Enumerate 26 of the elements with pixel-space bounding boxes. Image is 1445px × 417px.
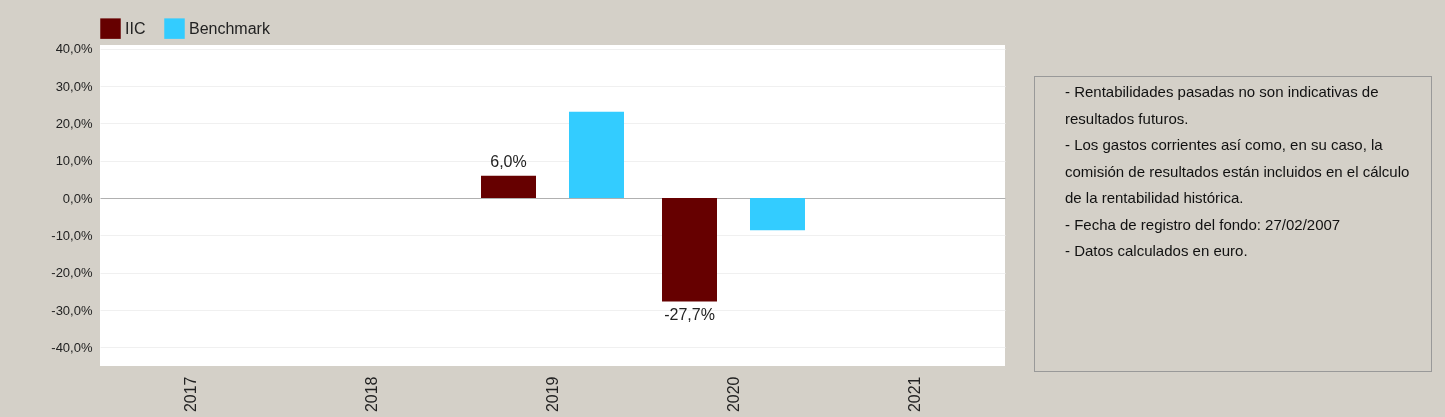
legend-label: IIC — [125, 19, 146, 37]
y-tick-label: 20,0% — [55, 115, 93, 131]
y-tick-label: 40,0% — [55, 41, 93, 57]
data-label: -27,7% — [664, 306, 715, 324]
text: - Fecha de registro del fondo: 27/02/2007 — [1065, 214, 1342, 235]
y-tick-label: -10,0% — [51, 227, 93, 243]
bar — [750, 198, 805, 231]
x-tick-label: 2019 — [543, 376, 561, 413]
y-tick-label: 0,0% — [62, 190, 93, 206]
x-tick-label: 2017 — [181, 376, 199, 413]
bar — [662, 198, 717, 302]
text: - Los gastos corrientes así como, en su caso, la comisión de resultados están incluidos en el cálculo de la rentabilidad histórica. — [1065, 135, 1411, 208]
text: - Datos calculados en euro. — [1065, 241, 1249, 261]
y-tick-label: 10,0% — [55, 153, 93, 169]
x-tick-label: 2020 — [724, 376, 742, 413]
text: - Rentabilidades pasadas no son indicativas de resultados futuros. — [1065, 82, 1380, 129]
y-tick-label: -20,0% — [51, 265, 93, 281]
legend-label: Benchmark — [189, 19, 271, 37]
y-tick-label: 30,0% — [55, 78, 93, 94]
x-tick-label: 2021 — [905, 376, 923, 413]
x-tick-label: 2018 — [362, 376, 380, 413]
y-tick-label: -40,0% — [51, 339, 93, 355]
bar — [569, 111, 624, 199]
data-label: 6,0% — [490, 152, 527, 170]
y-tick-label: -30,0% — [51, 302, 93, 318]
bar — [481, 175, 536, 199]
